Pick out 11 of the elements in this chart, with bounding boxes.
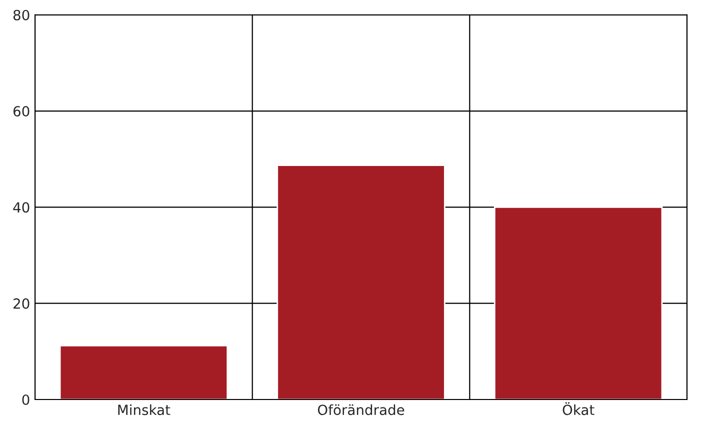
x-tick-label: Ökat: [562, 402, 594, 416]
bar: [59, 344, 228, 400]
y-tick-label: 0: [22, 394, 30, 405]
y-tick-label: 40: [13, 202, 30, 213]
bar: [494, 206, 663, 400]
x-tick-label: Minskat: [118, 404, 170, 416]
x-tick-label: Oförändrade: [318, 404, 404, 416]
bar: [276, 164, 446, 400]
y-tick-label: 60: [13, 106, 30, 117]
y-tick-label: 80: [13, 10, 30, 20]
y-tick-label: 20: [14, 298, 30, 309]
